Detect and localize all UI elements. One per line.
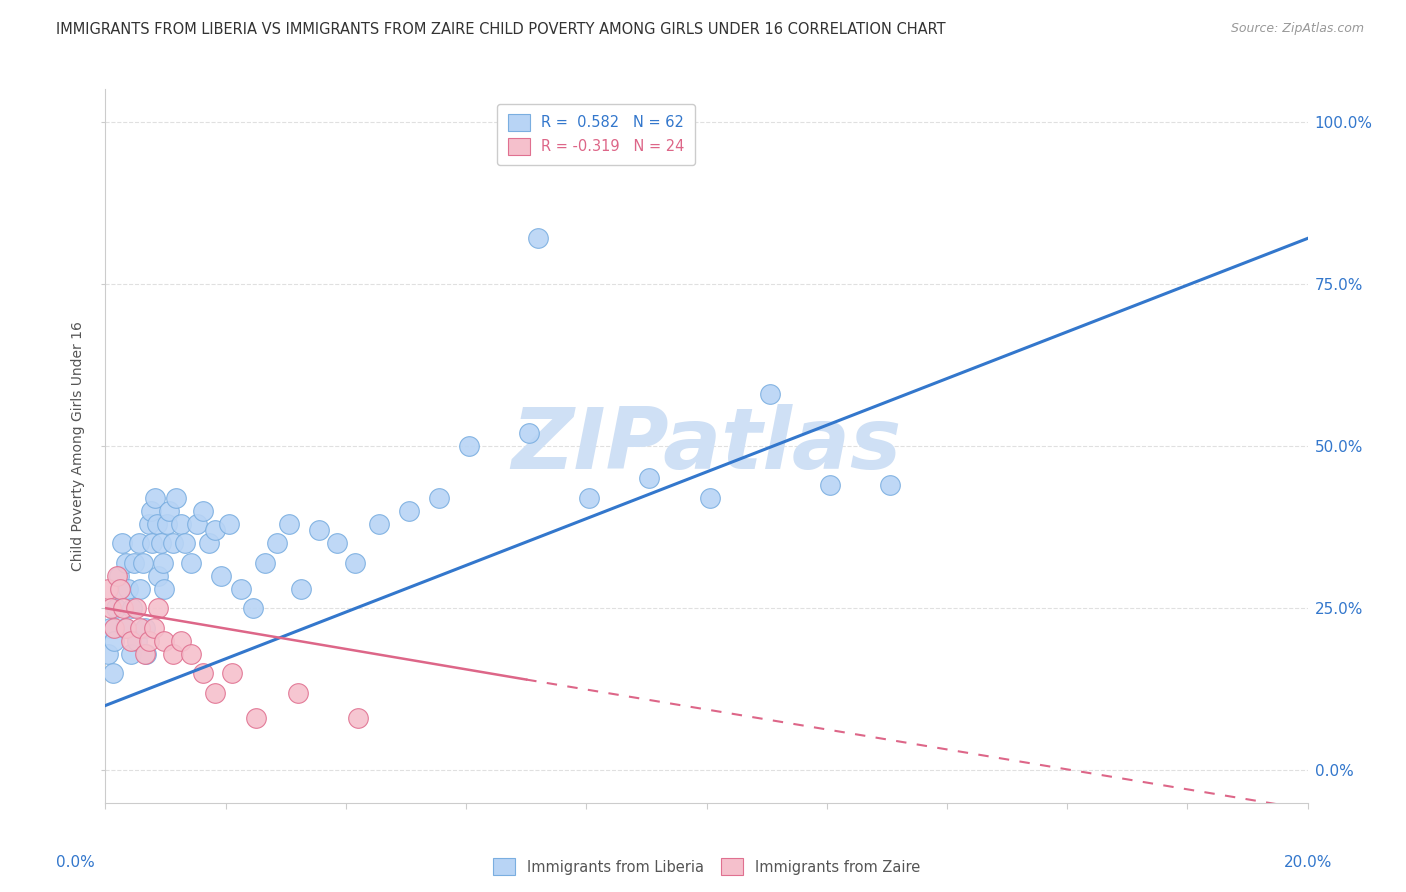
Point [124, 556, 146, 570]
Point [120, 633, 142, 648]
Point [527, 231, 550, 245]
Y-axis label: Child Poverty Among Girls Under 16: Child Poverty Among Girls Under 16 [72, 321, 86, 571]
Point [242, 601, 264, 615]
Point [120, 647, 142, 661]
Point [221, 666, 243, 681]
Point [218, 516, 240, 531]
Point [162, 536, 184, 550]
Point [139, 504, 162, 518]
Point [97, 582, 120, 596]
Point [124, 601, 146, 615]
Text: 0.0%: 0.0% [56, 855, 94, 870]
Point [129, 582, 152, 596]
Point [103, 633, 125, 648]
Point [343, 556, 366, 570]
Point [100, 601, 122, 615]
Point [191, 504, 214, 518]
Point [157, 504, 180, 518]
Point [209, 568, 232, 582]
Point [134, 621, 156, 635]
Point [145, 516, 167, 531]
Point [191, 666, 214, 681]
Point [253, 556, 276, 570]
Point [427, 491, 450, 505]
Point [165, 491, 187, 505]
Point [135, 647, 157, 661]
Point [458, 439, 481, 453]
Point [517, 425, 540, 440]
Text: 20.0%: 20.0% [1284, 855, 1331, 870]
Point [132, 556, 155, 570]
Text: ZIPatlas: ZIPatlas [512, 404, 901, 488]
Point [180, 647, 202, 661]
Point [204, 524, 226, 538]
Point [578, 491, 600, 505]
Point [141, 536, 163, 550]
Point [758, 387, 780, 401]
Point [121, 601, 143, 615]
Point [245, 711, 267, 725]
Point [148, 568, 170, 582]
Point [143, 491, 166, 505]
Point [368, 516, 391, 531]
Point [138, 633, 160, 648]
Point [326, 536, 349, 550]
Point [101, 666, 124, 681]
Point [266, 536, 288, 550]
Point [115, 621, 138, 635]
Point [138, 516, 160, 531]
Point [142, 621, 165, 635]
Point [105, 601, 128, 615]
Point [169, 516, 191, 531]
Point [699, 491, 721, 505]
Text: Source: ZipAtlas.com: Source: ZipAtlas.com [1230, 22, 1364, 36]
Point [198, 536, 221, 550]
Point [638, 471, 661, 485]
Point [110, 582, 132, 596]
Point [148, 601, 170, 615]
Point [98, 621, 121, 635]
Point [152, 556, 174, 570]
Point [114, 621, 136, 635]
Point [128, 536, 150, 550]
Point [287, 685, 309, 699]
Point [117, 582, 139, 596]
Point [134, 647, 156, 661]
Point [97, 647, 120, 661]
Point [204, 685, 226, 699]
Legend: Immigrants from Liberia, Immigrants from Zaire: Immigrants from Liberia, Immigrants from… [488, 853, 925, 881]
Point [229, 582, 252, 596]
Text: IMMIGRANTS FROM LIBERIA VS IMMIGRANTS FROM ZAIRE CHILD POVERTY AMONG GIRLS UNDER: IMMIGRANTS FROM LIBERIA VS IMMIGRANTS FR… [56, 22, 946, 37]
Point [308, 524, 330, 538]
Point [879, 478, 901, 492]
Point [115, 556, 138, 570]
Point [173, 536, 195, 550]
Point [111, 536, 134, 550]
Point [103, 621, 125, 635]
Point [180, 556, 202, 570]
Point [153, 633, 176, 648]
Point [623, 114, 645, 128]
Point [186, 516, 208, 531]
Point [347, 711, 370, 725]
Point [156, 516, 179, 531]
Point [125, 633, 148, 648]
Point [112, 601, 135, 615]
Point [162, 647, 184, 661]
Point [110, 582, 132, 596]
Point [149, 536, 172, 550]
Point [153, 582, 176, 596]
Point [818, 478, 841, 492]
Point [398, 504, 420, 518]
Point [107, 568, 129, 582]
Point [107, 568, 129, 582]
Point [277, 516, 299, 531]
Point [169, 633, 191, 648]
Point [129, 621, 152, 635]
Point [290, 582, 312, 596]
